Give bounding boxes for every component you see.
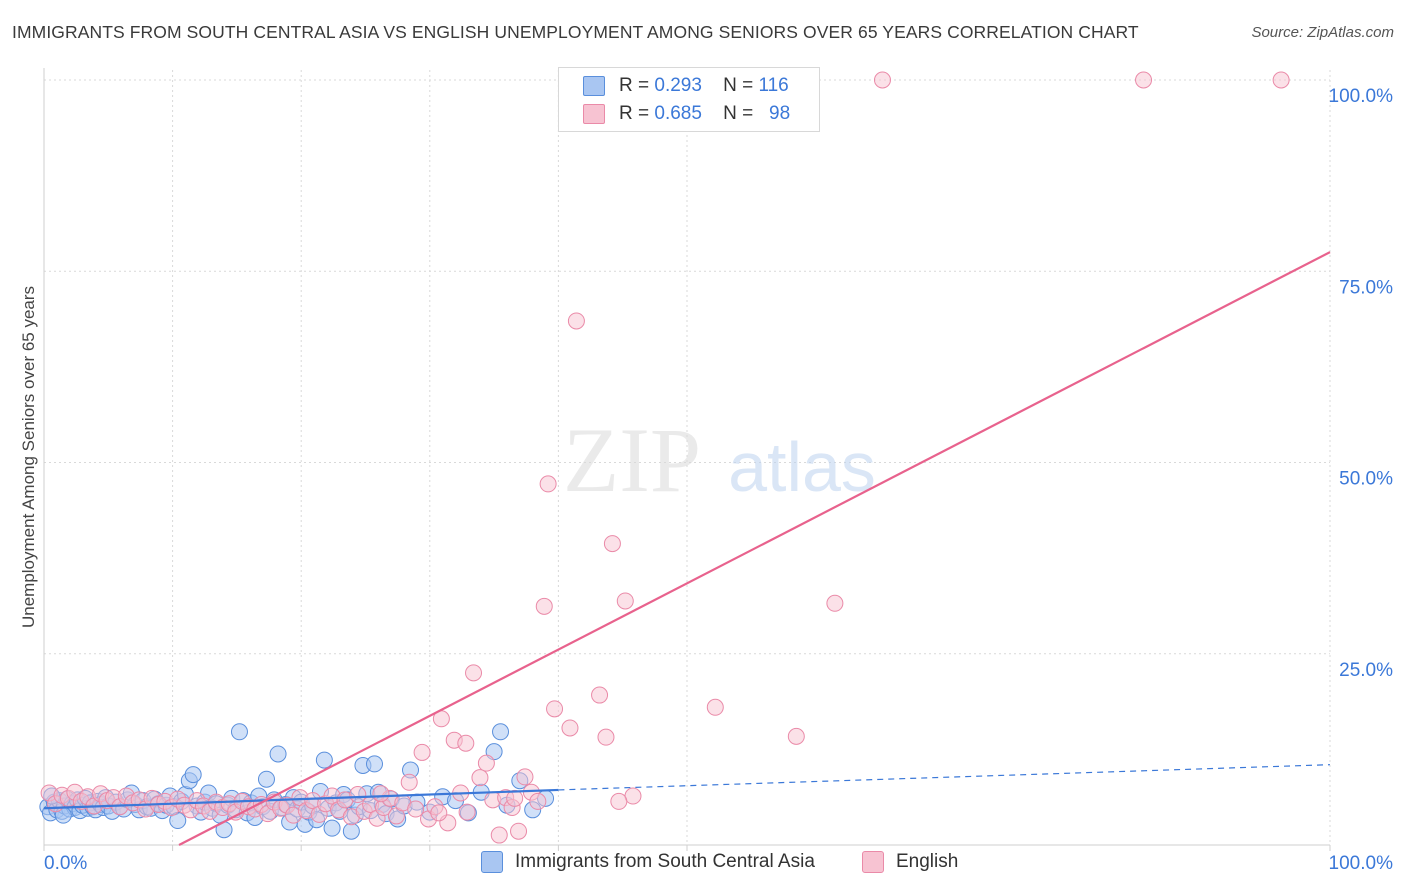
data-point-pink	[535, 597, 553, 615]
data-point-pink	[349, 786, 367, 804]
data-point-pink	[457, 734, 475, 752]
data-point-pink	[516, 768, 534, 786]
legend-n-label: N =	[723, 75, 754, 96]
legend-n-value: 116	[758, 75, 789, 96]
legend-n-value: 98	[769, 103, 791, 124]
data-point-blue	[184, 766, 202, 784]
trend-line-pink	[178, 251, 1331, 846]
series-legend-label-blue: Immigrants from South Central Asia	[515, 851, 815, 872]
series-pink-points	[40, 71, 1290, 844]
legend-row-pink: R = 0.685 N = 98	[583, 101, 790, 127]
correlation-legend: R = 0.293 N = 116 R = 0.685 N = 98	[558, 67, 820, 132]
data-point-pink	[787, 727, 805, 745]
source-credit: Source: ZipAtlas.com	[1251, 24, 1394, 41]
trend-layer	[43, 251, 1331, 846]
data-point-blue	[366, 755, 384, 773]
data-point-pink	[603, 535, 621, 553]
data-point-pink	[529, 792, 547, 810]
series-legend-swatch-blue	[481, 851, 503, 873]
y-tick-label: 75.0%	[1339, 277, 1393, 298]
series-legend-swatch-pink	[862, 851, 884, 873]
data-point-pink	[490, 826, 508, 844]
watermark-zip: ZIP	[563, 409, 701, 511]
data-point-pink	[624, 787, 642, 805]
series-legend-label-pink: English	[896, 851, 959, 872]
legend-r-value: 0.293	[654, 75, 702, 96]
y-tick-label: 25.0%	[1339, 660, 1393, 681]
legend-r-label: R =	[619, 75, 650, 96]
data-point-blue	[230, 723, 248, 741]
data-point-pink	[413, 743, 431, 761]
x-tick-max: 100.0%	[1329, 853, 1394, 874]
data-point-blue	[315, 751, 333, 769]
data-point-blue	[323, 819, 341, 837]
data-point-pink	[407, 800, 425, 818]
data-point-pink	[610, 792, 628, 810]
legend-n-label: N =	[723, 103, 754, 124]
series-legend-item-blue: Immigrants from South Central Asia	[481, 851, 815, 873]
legend-swatch-pink	[583, 104, 605, 124]
data-point-pink	[510, 822, 528, 840]
data-point-pink	[597, 728, 615, 746]
trend-line-blue-extension	[558, 764, 1331, 791]
data-point-pink	[826, 594, 844, 612]
data-point-pink	[372, 785, 390, 803]
data-point-pink	[465, 664, 483, 682]
data-point-pink	[1135, 71, 1153, 89]
trend-line-blue	[43, 788, 559, 810]
series-legend-item-pink: English	[862, 851, 958, 873]
x-tick-min: 0.0%	[44, 853, 87, 874]
data-point-pink	[430, 804, 448, 822]
legend-r-label: R =	[619, 103, 650, 124]
y-axis-label: Unemployment Among Seniors over 65 years	[19, 286, 38, 628]
data-point-pink	[400, 773, 418, 791]
data-point-pink	[706, 698, 724, 716]
legend-r-value: 0.685	[654, 103, 702, 124]
data-point-pink	[873, 71, 891, 89]
y-tick-label: 50.0%	[1339, 469, 1393, 490]
legend-swatch-blue	[583, 76, 605, 96]
data-point-pink	[616, 592, 634, 610]
data-point-pink	[506, 789, 524, 807]
watermark-atlas: atlas	[728, 428, 876, 506]
data-point-pink	[567, 312, 585, 330]
y-tick-label: 100.0%	[1329, 86, 1394, 107]
data-point-pink	[591, 686, 609, 704]
data-point-pink	[539, 475, 557, 493]
data-point-blue	[342, 822, 360, 840]
watermark: ZIP atlas	[563, 409, 876, 511]
data-point-blue	[269, 745, 287, 763]
legend-row-blue: R = 0.293 N = 116	[583, 73, 789, 99]
data-point-pink	[471, 769, 489, 787]
data-point-pink	[546, 700, 564, 718]
data-point-pink	[477, 754, 495, 772]
data-point-pink	[561, 719, 579, 737]
data-point-pink	[1272, 71, 1290, 89]
chart-title: IMMIGRANTS FROM SOUTH CENTRAL ASIA VS EN…	[12, 22, 1139, 42]
data-point-blue	[257, 770, 275, 788]
series-legend: Immigrants from South Central Asia Engli…	[0, 851, 1406, 881]
data-point-pink	[458, 803, 476, 821]
data-point-blue	[492, 723, 510, 741]
axis-layer: 25.0% 50.0% 75.0% 100.0%	[43, 68, 1394, 851]
